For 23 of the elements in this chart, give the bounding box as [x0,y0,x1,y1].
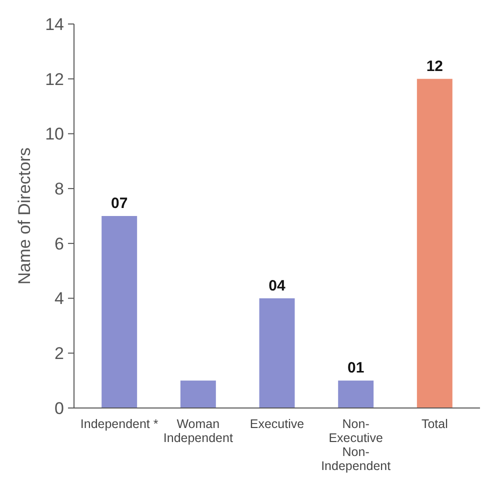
data-label: 07 [110,195,128,212]
y-axis-title: Name of Directors [15,148,34,284]
x-tick-label: Non-Executive Non-Independent [321,417,392,473]
x-tick-label: Executive [250,417,304,431]
bar [338,380,374,408]
y-tick-label: 0 [54,398,64,418]
y-tick-label: 10 [45,124,64,144]
bar [259,298,295,408]
x-tick-label: Woman Independent [163,417,234,445]
data-label: 01 [347,360,364,377]
y-tick-label: 4 [54,289,64,308]
data-label: 12 [426,58,444,75]
y-tick-label: 6 [54,234,64,254]
x-tick-label: Independent * [80,417,158,431]
y-tick-label: 8 [54,180,64,199]
bar [180,380,216,408]
bar [416,78,452,408]
y-tick-label: 12 [45,70,64,89]
y-tick-label: 2 [54,344,64,364]
bar [102,216,138,408]
y-tick-label: 14 [45,14,64,34]
x-tick-label: Total [421,417,448,431]
data-label: 04 [268,277,286,294]
